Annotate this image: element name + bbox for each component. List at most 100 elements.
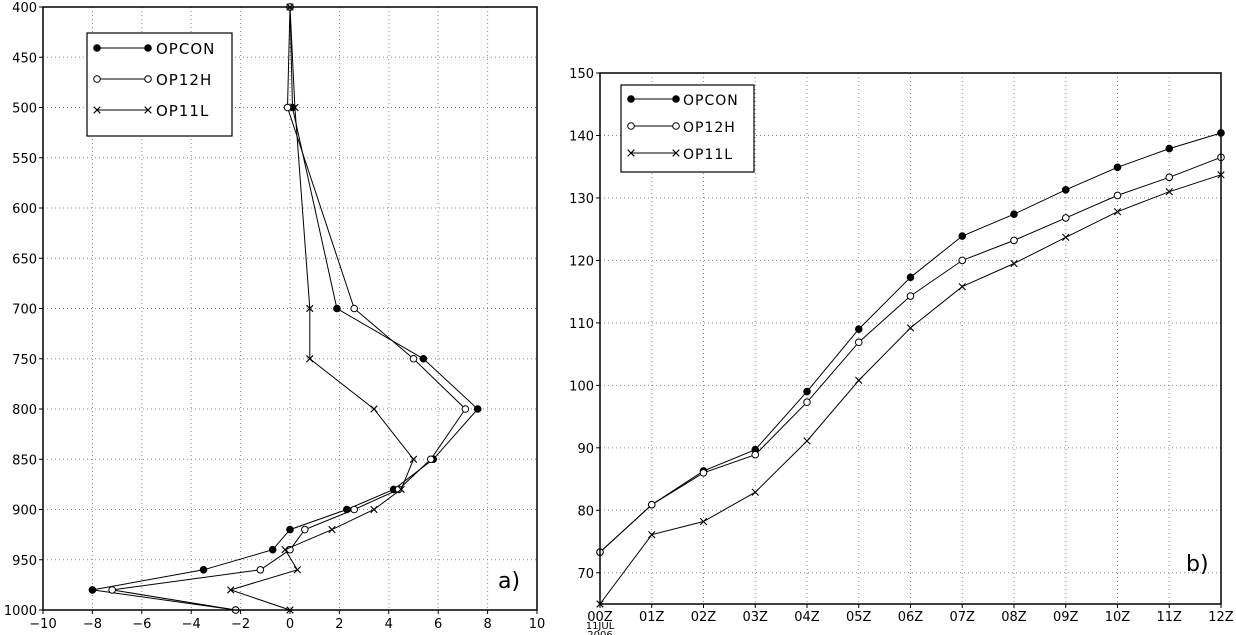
data-point-op11l bbox=[293, 566, 302, 574]
legend-marker bbox=[672, 122, 680, 130]
y-tick-label: 400 bbox=[12, 1, 37, 16]
legend-item: OP12H bbox=[93, 71, 211, 89]
plot-frame bbox=[42, 6, 538, 611]
data-point-op12h bbox=[350, 304, 359, 313]
legend-label: OP11L bbox=[683, 147, 733, 163]
data-point-op12h bbox=[409, 354, 418, 363]
y-tick-label: 750 bbox=[12, 353, 37, 368]
data-point-op12h bbox=[1165, 173, 1174, 182]
y-tick-label: 120 bbox=[569, 254, 594, 269]
data-point-op12h bbox=[461, 405, 470, 413]
legend-item: OP11L bbox=[627, 147, 733, 163]
data-point-opcon bbox=[1061, 186, 1070, 194]
data-point-opcon bbox=[268, 545, 277, 554]
data-point-op12h bbox=[906, 292, 915, 300]
x-tick-label: −4 bbox=[182, 617, 201, 632]
data-point-op12h bbox=[647, 500, 656, 509]
data-point-opcon bbox=[88, 586, 97, 594]
y-tick-label: 950 bbox=[12, 554, 37, 569]
data-point-op12h bbox=[301, 525, 309, 534]
series-line-op12h bbox=[599, 156, 1222, 553]
data-point-opcon bbox=[1010, 210, 1018, 218]
data-point-op11l bbox=[281, 546, 289, 554]
x-date-label: 11JUL bbox=[586, 621, 615, 632]
legend-label: OP11L bbox=[156, 102, 209, 120]
data-point-opcon bbox=[958, 232, 967, 240]
y-tick-label: 150 bbox=[569, 67, 594, 82]
x-tick-label: 04Z bbox=[794, 610, 820, 625]
data-point-op11l bbox=[306, 355, 314, 363]
x-tick-label: 02Z bbox=[691, 610, 717, 625]
data-point-op11l bbox=[958, 282, 966, 291]
y-tick-label: 850 bbox=[12, 453, 37, 468]
data-point-op12h bbox=[108, 586, 116, 594]
y-tick-label: 500 bbox=[12, 102, 37, 117]
data-point-op11l bbox=[855, 376, 863, 385]
legend-item: OPCON bbox=[93, 40, 215, 58]
y-tick-label: 800 bbox=[12, 403, 37, 418]
y-tick-label: 70 bbox=[577, 567, 594, 582]
data-point-opcon bbox=[906, 273, 915, 282]
data-point-op11l bbox=[751, 488, 759, 496]
data-point-op11l bbox=[699, 517, 708, 526]
data-point-op11l bbox=[328, 525, 336, 534]
legend-marker bbox=[93, 75, 101, 83]
x-tick-label: 10 bbox=[529, 617, 546, 632]
x-tick-label: −10 bbox=[29, 617, 56, 632]
legend-marker bbox=[93, 106, 101, 114]
legend-box bbox=[86, 32, 233, 137]
data-point-op11l bbox=[370, 405, 378, 413]
data-point-opcon bbox=[419, 354, 428, 363]
legend-marker bbox=[144, 44, 152, 52]
data-point-op12h bbox=[854, 338, 863, 347]
y-tick-label: 900 bbox=[12, 504, 37, 519]
x-tick-label: 12Z bbox=[1208, 610, 1234, 625]
legend-marker bbox=[627, 149, 635, 157]
x-tick-label: 08Z bbox=[1001, 610, 1027, 625]
legend-marker bbox=[144, 75, 152, 83]
legend-item: OPCON bbox=[627, 93, 739, 109]
y-tick-label: 1000 bbox=[4, 604, 37, 619]
legend-marker bbox=[627, 122, 635, 130]
data-point-op12h bbox=[1010, 236, 1018, 245]
y-tick-label: 600 bbox=[12, 202, 37, 217]
x-tick-label: 2 bbox=[335, 617, 343, 632]
legend-item: OP11L bbox=[93, 102, 209, 120]
legend-label: OPCON bbox=[683, 93, 739, 109]
x-tick-label: 06Z bbox=[898, 610, 924, 625]
y-tick-label: 130 bbox=[569, 192, 594, 207]
data-point-op11l bbox=[1062, 233, 1070, 241]
x-tick-label: −2 bbox=[231, 617, 250, 632]
chart-a: −10 −8 −6 −4 −2 0 2 4 6 8 10 400 450 500 550 600 650 700 7… bbox=[4, 1, 545, 632]
x-tick-label: 01Z bbox=[639, 610, 665, 625]
x-tick-label: 00Z bbox=[587, 610, 613, 625]
legend-marker bbox=[627, 95, 635, 103]
data-point-op12h bbox=[751, 450, 760, 459]
series-line-op11l bbox=[229, 6, 415, 611]
y-tick-label: 90 bbox=[577, 442, 594, 457]
y-tick-label: 100 bbox=[569, 379, 594, 394]
data-point-opcon bbox=[333, 304, 341, 313]
y-tick-label: 140 bbox=[569, 129, 594, 144]
data-point-op11l bbox=[409, 455, 418, 463]
data-point-op11l bbox=[397, 485, 405, 494]
data-point-op11l bbox=[306, 304, 314, 313]
data-point-op11l bbox=[370, 505, 378, 514]
data-point-op12h bbox=[1113, 191, 1122, 200]
y-tick-label: 110 bbox=[569, 317, 594, 332]
legend-label: OPCON bbox=[156, 40, 215, 58]
data-point-op11l bbox=[906, 324, 915, 332]
x-tick-label: 10Z bbox=[1105, 610, 1131, 625]
data-point-opcon bbox=[286, 525, 294, 534]
data-point-op12h bbox=[256, 566, 265, 574]
x-tick-label: 6 bbox=[434, 617, 442, 632]
data-point-op11l bbox=[803, 437, 811, 445]
data-point-op12h bbox=[283, 103, 292, 112]
y-tick-label: 700 bbox=[12, 303, 37, 318]
data-point-op11l bbox=[227, 586, 235, 594]
legend: OPCON OP12H OP11L bbox=[86, 32, 233, 137]
y-tick-label: 80 bbox=[577, 504, 594, 519]
data-point-opcon bbox=[1113, 163, 1122, 172]
data-point-op12h bbox=[426, 455, 435, 464]
